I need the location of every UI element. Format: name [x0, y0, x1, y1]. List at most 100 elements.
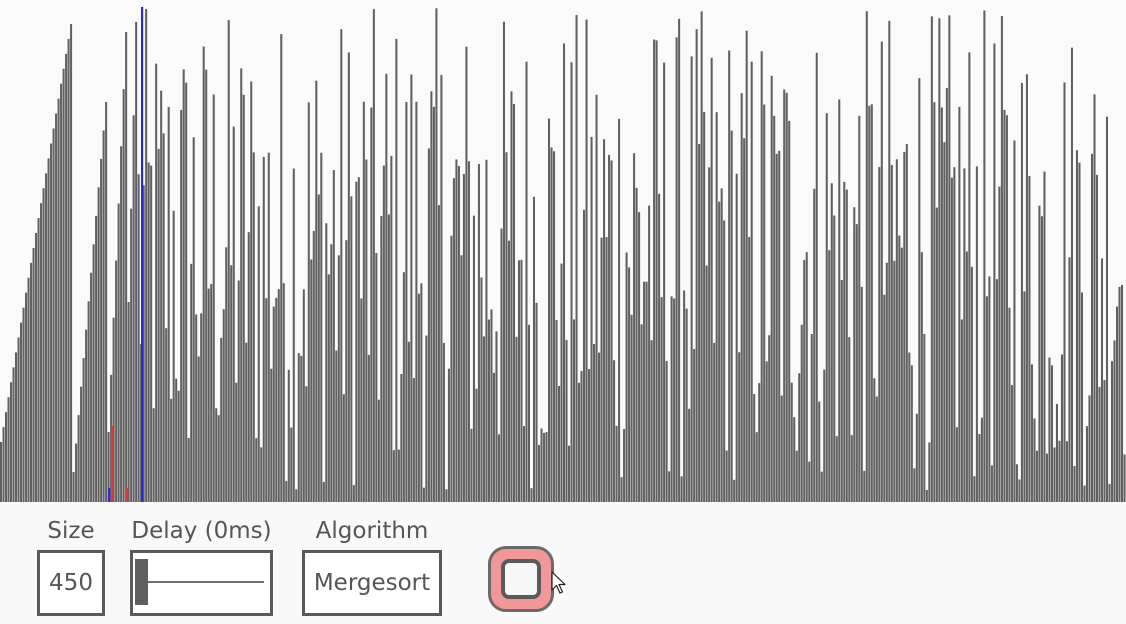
- array-bar: [157, 148, 160, 502]
- array-bar: [775, 153, 778, 502]
- array-bar: [1100, 258, 1104, 502]
- array-bar: [915, 413, 918, 502]
- array-bar: [895, 159, 898, 502]
- array-bar: [245, 342, 248, 502]
- array-bar: [37, 218, 40, 502]
- delay-slider[interactable]: [130, 550, 273, 616]
- array-bar: [1063, 82, 1066, 502]
- array-bar: [172, 210, 175, 502]
- array-bar: [192, 137, 195, 502]
- array-bar: [105, 102, 108, 502]
- array-bar: [387, 214, 390, 502]
- array-bar: [703, 111, 706, 502]
- stop-icon: [501, 559, 541, 599]
- array-bar: [212, 94, 215, 502]
- array-bar: [653, 39, 656, 502]
- array-bar: [502, 21, 505, 502]
- array-bar: [495, 331, 498, 502]
- array-bar: [800, 324, 803, 502]
- array-bar: [628, 267, 631, 502]
- array-bar: [610, 160, 613, 502]
- array-bar: [47, 158, 50, 502]
- array-bar: [613, 360, 616, 502]
- algorithm-select[interactable]: Mergesort: [302, 550, 442, 616]
- array-bar: [412, 378, 415, 502]
- array-bar: [810, 334, 813, 502]
- array-bar: [928, 442, 931, 502]
- array-bar: [795, 450, 798, 502]
- array-bar: [668, 471, 671, 502]
- array-bar: [975, 166, 978, 502]
- array-bar: [1013, 140, 1016, 502]
- array-bar: [708, 167, 711, 502]
- stop-button[interactable]: [488, 546, 554, 612]
- array-bar: [1098, 386, 1101, 502]
- array-bar: [455, 159, 458, 502]
- array-bar: [535, 302, 538, 502]
- array-bar: [540, 428, 543, 502]
- array-bar: [42, 188, 45, 502]
- array-bar: [222, 309, 225, 502]
- array-bar: [420, 283, 423, 502]
- array-bar: [1025, 74, 1028, 502]
- array-bar: [1005, 115, 1008, 502]
- array-bar: [227, 20, 230, 502]
- array-bar: [437, 205, 440, 502]
- array-bar: [693, 349, 696, 502]
- array-bar: [890, 164, 893, 502]
- mouse-cursor-icon: [551, 571, 566, 594]
- array-bar: [530, 488, 533, 502]
- array-bar: [467, 161, 470, 502]
- array-bar: [585, 19, 588, 502]
- array-bar: [255, 438, 258, 502]
- array-bar: [673, 298, 676, 502]
- array-bar: [878, 167, 881, 502]
- array-bar: [92, 244, 95, 502]
- array-bar: [162, 133, 165, 502]
- array-bar: [112, 317, 115, 502]
- array-bar: [630, 314, 633, 502]
- array-bar: [142, 185, 145, 502]
- array-bar: [625, 252, 628, 502]
- array-bar: [1003, 109, 1006, 502]
- array-bar: [100, 158, 103, 502]
- array-bar: [935, 207, 938, 502]
- array-bar: [382, 165, 385, 502]
- array-bar: [230, 265, 233, 502]
- array-bar: [683, 290, 686, 502]
- array-bar: [1095, 174, 1099, 502]
- array-bar: [207, 288, 210, 502]
- array-bar: [655, 40, 658, 502]
- array-bar: [863, 470, 866, 502]
- array-bar: [10, 382, 13, 502]
- array-bar: [738, 352, 741, 502]
- array-bar: [648, 205, 651, 502]
- array-bar: [205, 69, 208, 502]
- array-bar: [545, 432, 548, 502]
- array-bar: [1118, 286, 1121, 502]
- array-bar: [285, 480, 288, 502]
- array-bar: [688, 408, 691, 502]
- array-bar: [973, 476, 976, 502]
- array-bar: [993, 43, 996, 502]
- array-bar: [580, 370, 583, 502]
- array-bar: [260, 447, 263, 502]
- array-bar: [415, 101, 418, 502]
- array-bar: [310, 259, 313, 502]
- array-bar: [70, 24, 73, 502]
- delay-slider-thumb[interactable]: [135, 559, 148, 605]
- array-bar: [665, 361, 668, 502]
- array-bar: [603, 139, 606, 502]
- array-bar: [215, 408, 218, 502]
- array-bar: [605, 237, 608, 502]
- array-bar: [760, 51, 763, 502]
- array-bar: [748, 237, 751, 502]
- size-input[interactable]: 450: [37, 550, 105, 616]
- array-bar: [1110, 361, 1114, 502]
- array-bar: [77, 415, 80, 502]
- array-bar: [663, 62, 666, 502]
- array-bar: [710, 57, 713, 502]
- array-bar: [160, 90, 163, 502]
- array-bar: [200, 313, 203, 502]
- array-bar: [432, 106, 435, 502]
